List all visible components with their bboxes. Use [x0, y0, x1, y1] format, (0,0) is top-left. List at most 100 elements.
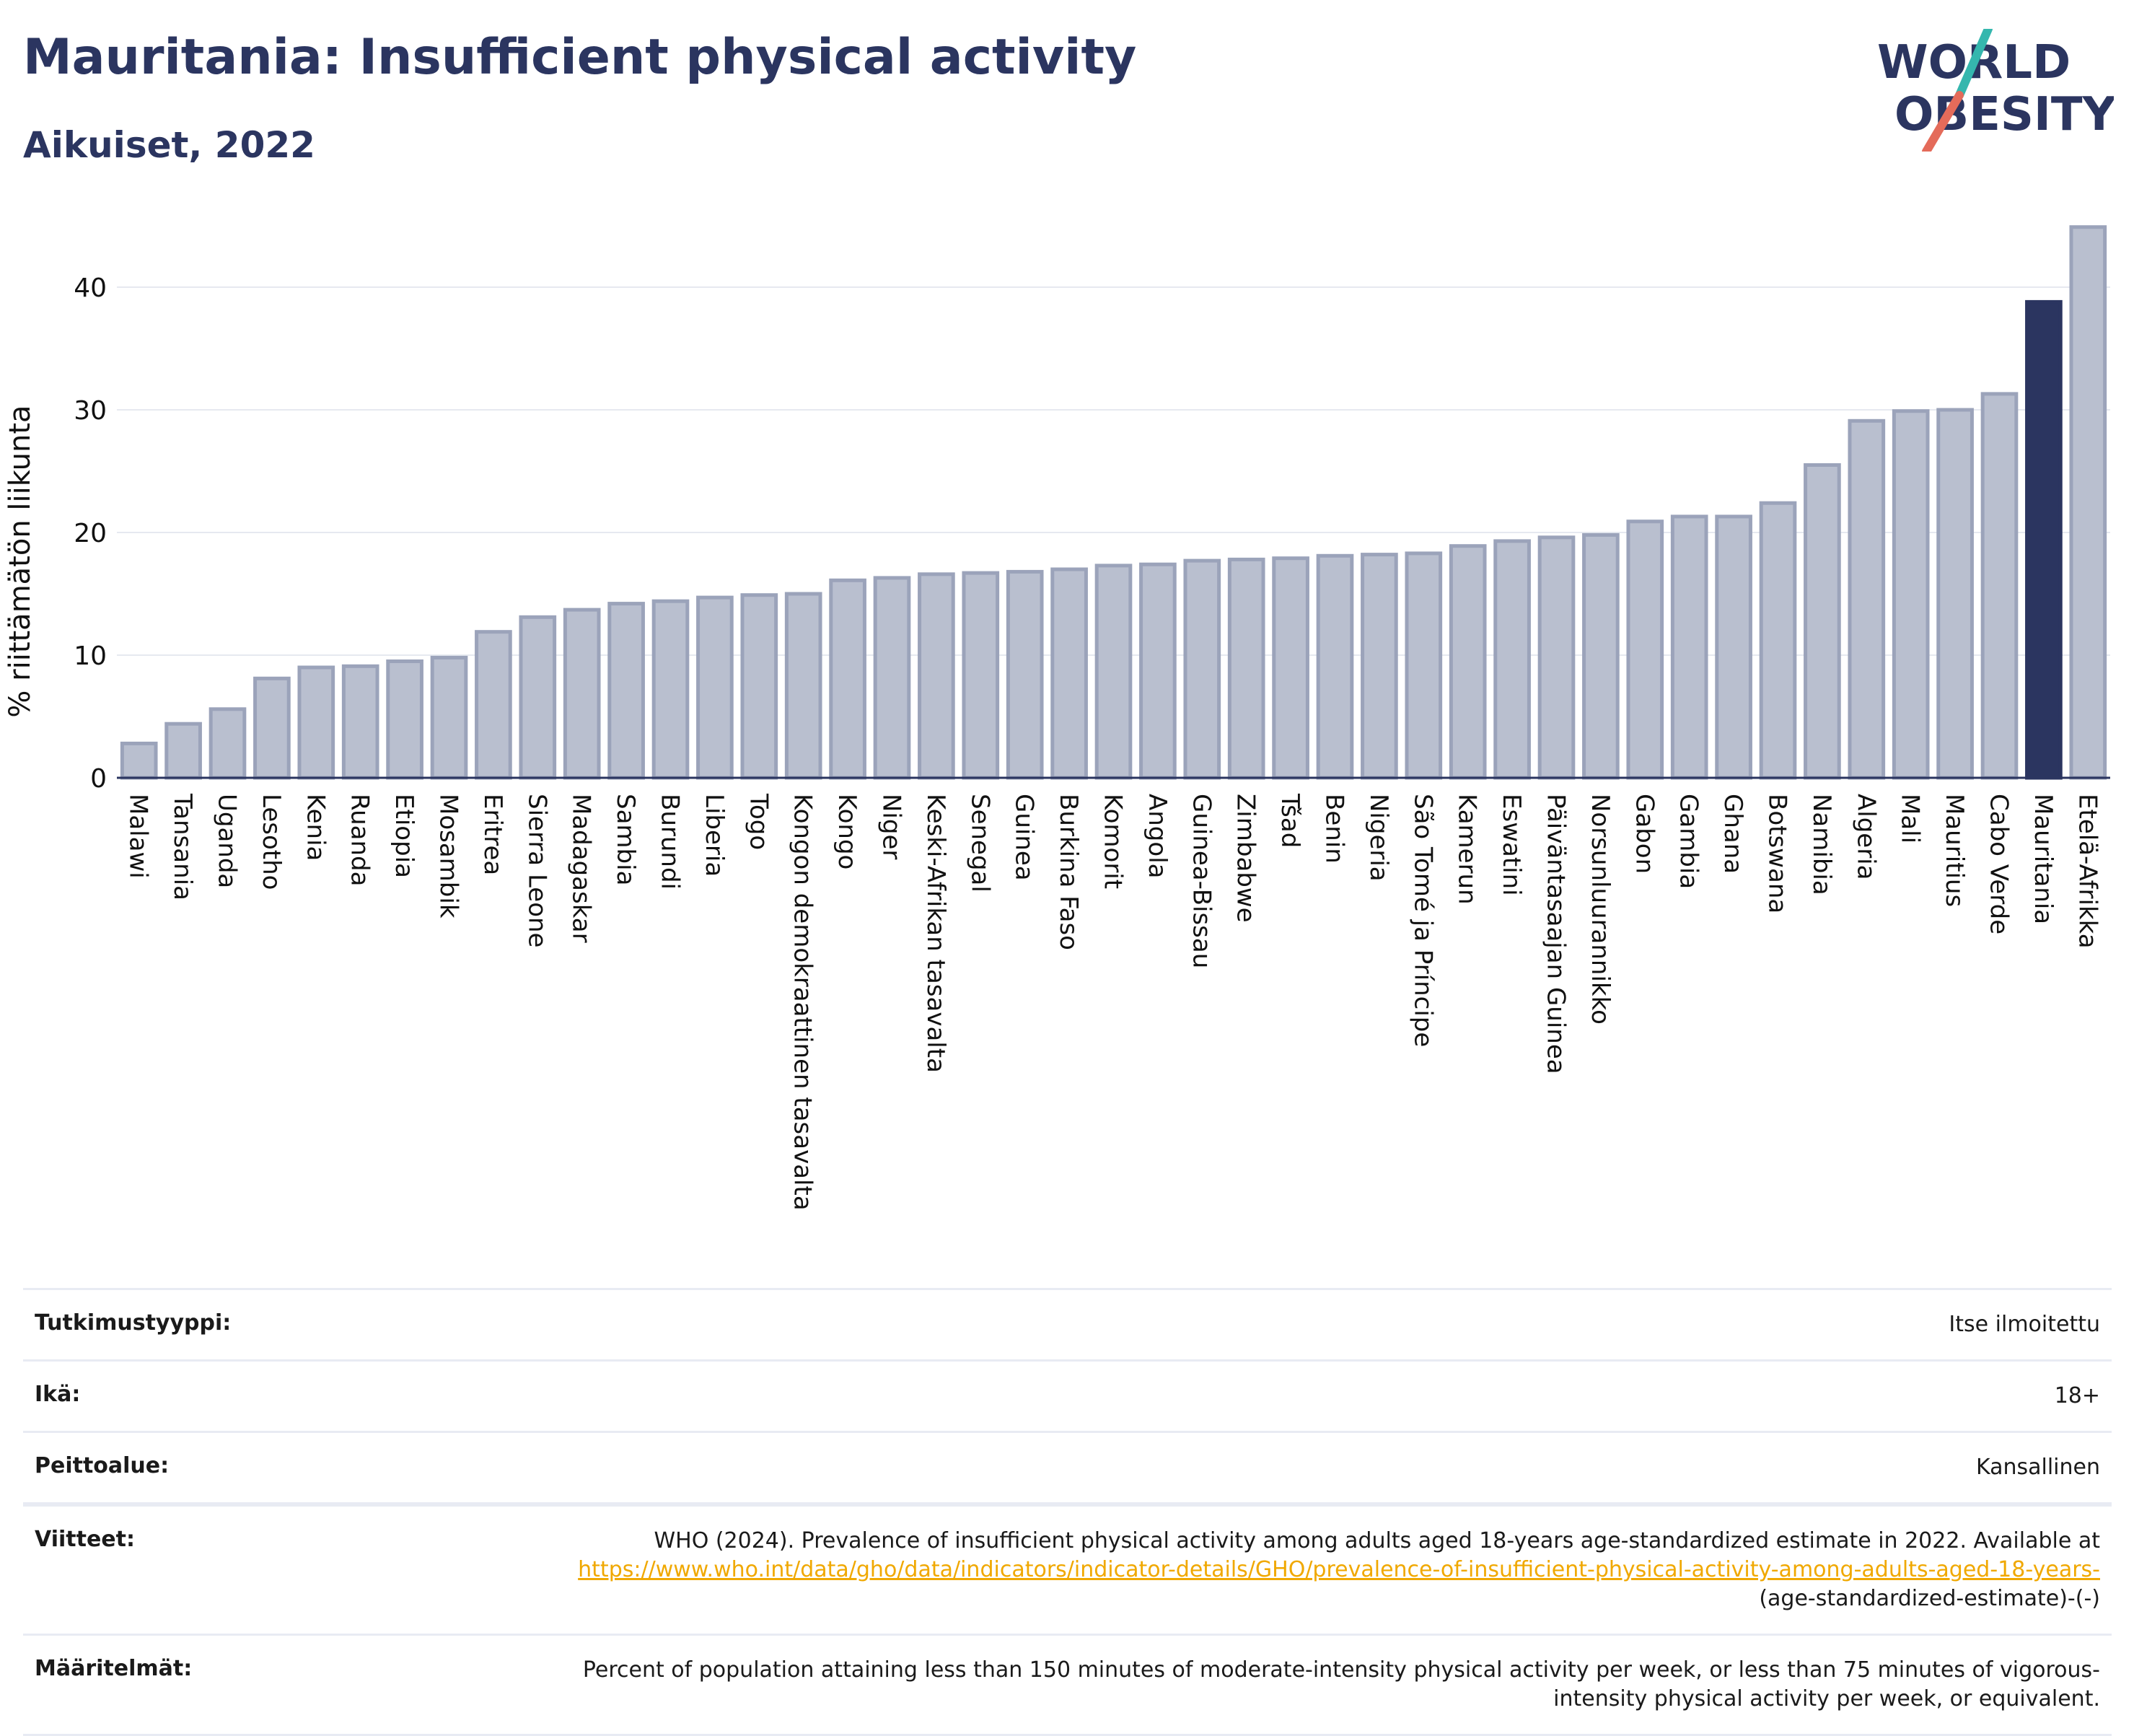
bar[interactable] [1759, 501, 1797, 780]
bar[interactable] [1139, 562, 1177, 780]
bar[interactable] [1670, 514, 1708, 780]
x-tick-label: Lesotho [257, 794, 286, 890]
bar[interactable] [386, 659, 423, 780]
bar[interactable] [430, 655, 468, 780]
reference-link[interactable]: https://www.who.int/data/gho/data/indica… [578, 1557, 2100, 1582]
bar[interactable] [1892, 409, 1930, 780]
x-tick-label: Cabo Verde [1985, 794, 2014, 934]
x-tick-label: Kongon demokraattinen tasavalta [789, 794, 817, 1211]
bar[interactable] [651, 599, 690, 780]
info-row: Peittoalue: Kansallinen [23, 1431, 2112, 1504]
logo-slash-teal [1955, 29, 1993, 100]
x-tick-label: Keski-Afrikan tasavalta [921, 794, 950, 1073]
x-tick-label: Niger [877, 794, 906, 859]
page-title: Mauritania: Insufficient physical activi… [23, 29, 1137, 86]
info-row: Tutkimustyyppi: Itse ilmoitettu [23, 1288, 2112, 1359]
bar[interactable] [563, 608, 601, 780]
x-tick-label: Etelä-Afrikka [2073, 794, 2102, 949]
bar[interactable] [253, 676, 291, 780]
info-value-definitions: Percent of population attaining less tha… [582, 1657, 2100, 1711]
bar[interactable] [1582, 532, 1620, 780]
x-tick-label: Kenia [301, 794, 330, 861]
bar[interactable] [297, 665, 335, 780]
bar[interactable] [1316, 553, 1354, 780]
bar[interactable] [208, 707, 247, 780]
info-key: Peittoalue: [35, 1453, 170, 1478]
info-value: Itse ilmoitettu [1949, 1312, 2100, 1337]
bar[interactable] [1050, 567, 1088, 780]
bar[interactable] [784, 592, 822, 780]
x-tick-label: Norsunluurannikko [1586, 794, 1615, 1025]
bar[interactable] [607, 602, 645, 780]
x-tick-label: Liberia [700, 794, 729, 877]
bar[interactable] [120, 741, 158, 780]
x-tick-label: Senegal [965, 794, 994, 893]
bar[interactable] [2069, 225, 2107, 780]
bar[interactable] [341, 664, 379, 780]
x-tick-label: Burundi [656, 794, 685, 890]
bar[interactable] [740, 593, 778, 780]
bar[interactable] [1227, 557, 1265, 780]
bar[interactable] [1936, 408, 1974, 780]
bar[interactable] [1094, 564, 1133, 780]
x-tick-label: Komorit [1099, 794, 1128, 889]
bar[interactable] [962, 571, 1000, 780]
bar[interactable] [1848, 418, 1886, 780]
y-tick-label: 40 [74, 273, 107, 303]
bar[interactable] [1272, 556, 1309, 780]
bar[interactable] [164, 722, 202, 780]
x-tick-label: Algeria [1851, 794, 1880, 880]
bar[interactable] [1804, 463, 1841, 780]
x-tick-label: Namibia [1807, 794, 1836, 895]
bar[interactable] [1980, 392, 2019, 780]
bar[interactable] [1006, 569, 1044, 780]
bar[interactable] [829, 578, 866, 780]
x-tick-label: Burkina Faso [1054, 794, 1083, 950]
reference-text: WHO (2024). Prevalence of insufficient p… [654, 1528, 2100, 1553]
info-value: 18+ [2054, 1383, 2100, 1408]
info-key-definitions: Määritelmät: [35, 1656, 193, 1681]
x-tick-label: Madagaskar [567, 794, 596, 943]
x-tick-label: Tšad [1275, 793, 1304, 848]
x-tick-label: Mosambik [434, 794, 463, 919]
bar[interactable] [1183, 558, 1221, 780]
x-tick-label: Tansania [168, 793, 197, 900]
x-tick-label: Zimbabwe [1231, 794, 1260, 923]
x-tick-label: Malawi [124, 794, 153, 879]
x-tick-label: Eritrea [478, 794, 507, 875]
x-tick-label: Sierra Leone [522, 794, 551, 947]
info-key: Tutkimustyyppi: [35, 1310, 232, 1336]
bar[interactable] [1405, 551, 1443, 780]
bar[interactable] [1493, 539, 1531, 780]
x-tick-label: Guinea [1010, 794, 1039, 881]
page-subtitle: Aikuiset, 2022 [23, 124, 315, 166]
x-tick-label: Togo [744, 793, 773, 850]
x-tick-label: Etiopia [390, 794, 418, 878]
info-key-references: Viitteet: [35, 1527, 135, 1552]
x-tick-label: Gabon [1630, 794, 1659, 874]
info-row: Ikä: 18+ [23, 1359, 2112, 1431]
bar[interactable] [918, 572, 955, 780]
bar[interactable] [2025, 299, 2063, 780]
bar[interactable] [1449, 544, 1487, 780]
x-tick-label: Päiväntasaajan Guinea [1542, 794, 1571, 1074]
x-tick-label: Mali [1896, 794, 1925, 843]
x-tick-label: Benin [1320, 794, 1349, 864]
bar[interactable] [1361, 553, 1398, 780]
y-tick-label: 30 [74, 396, 107, 426]
bar[interactable] [696, 595, 734, 780]
bar[interactable] [1537, 535, 1576, 780]
bar[interactable] [873, 576, 911, 780]
x-tick-label: Kongo [833, 794, 861, 869]
y-tick-label: 0 [90, 764, 107, 794]
x-tick-label: Botswana [1763, 794, 1792, 913]
bar[interactable] [475, 630, 512, 780]
reference-tail: (age-standardized-estimate)-(-) [1759, 1586, 2100, 1611]
info-row-definitions: Määritelmät: Percent of population attai… [23, 1634, 2112, 1736]
bar[interactable] [1626, 520, 1664, 780]
y-tick-label: 10 [74, 641, 107, 671]
bar[interactable] [519, 615, 557, 780]
info-value: Kansallinen [1975, 1455, 2100, 1480]
bar[interactable] [1715, 514, 1752, 780]
x-tick-label: Mauritania [2029, 794, 2058, 924]
